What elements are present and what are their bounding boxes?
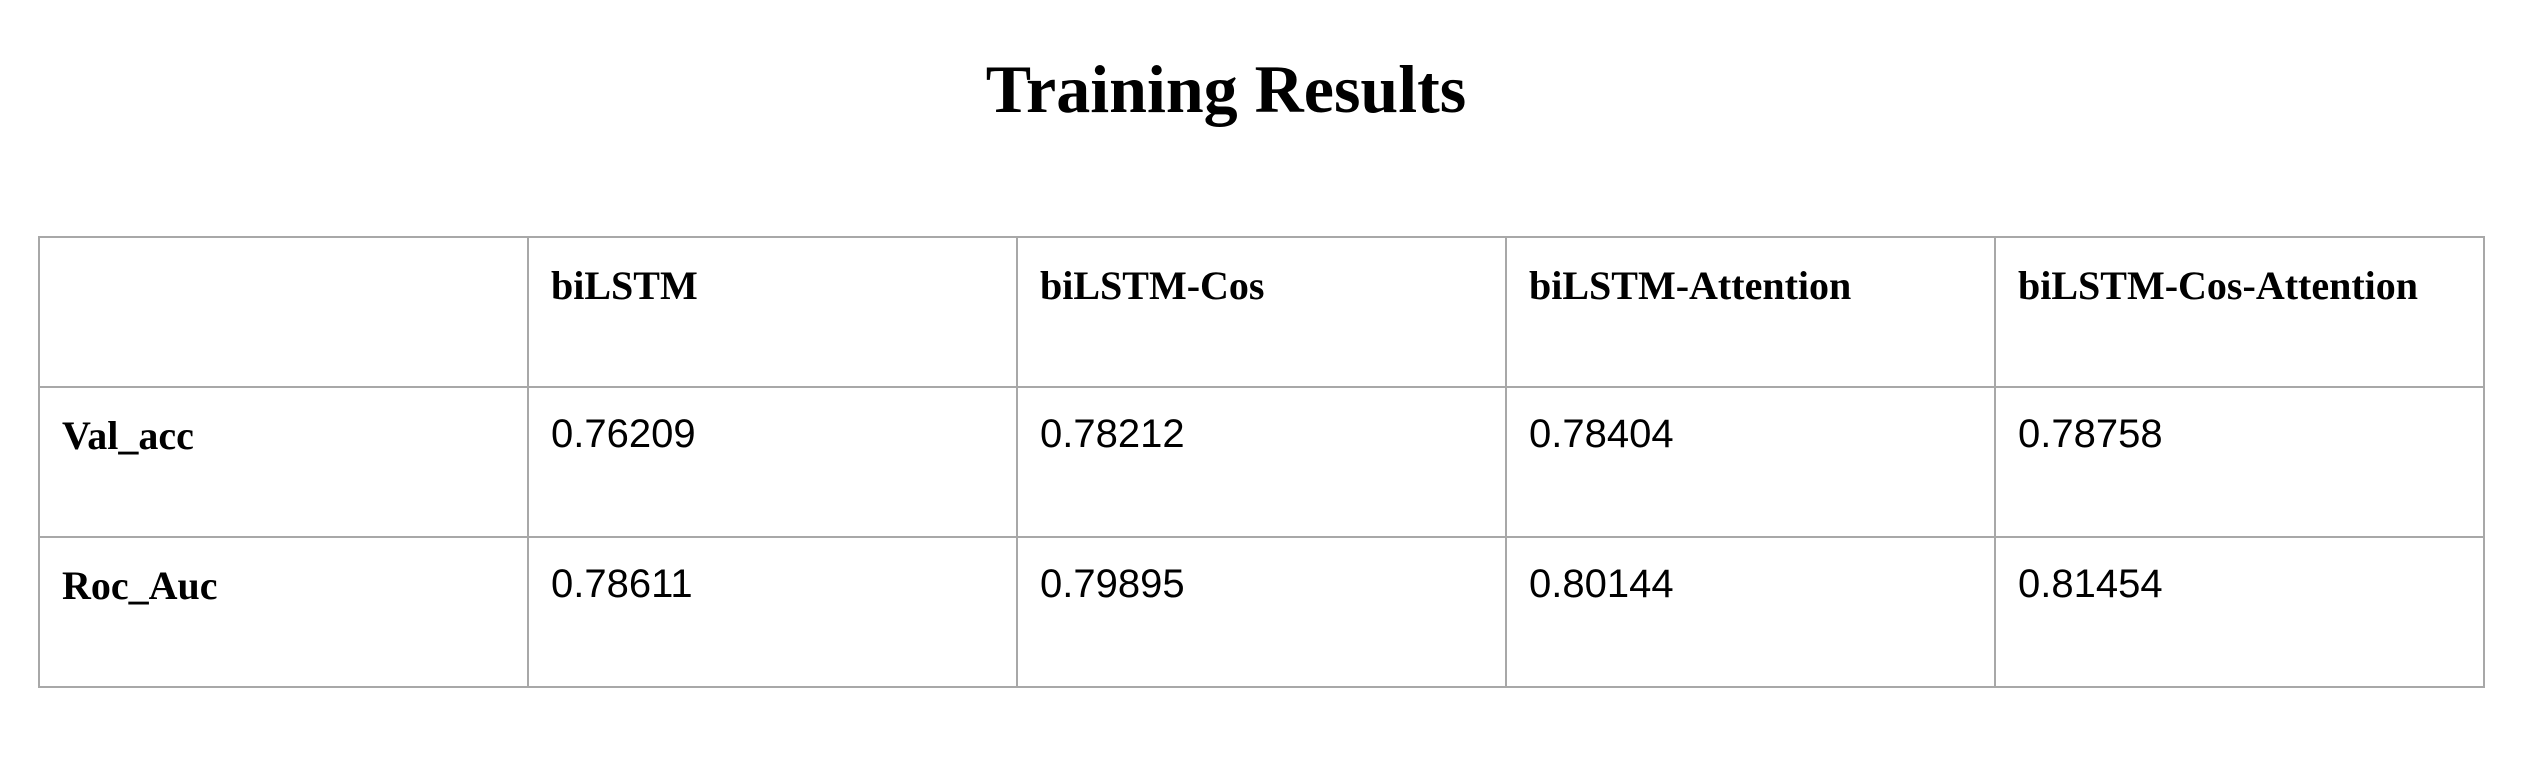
results-table: biLSTM biLSTM-Cos biLSTM-Attention biLST…	[38, 236, 2485, 688]
page-title: Training Results	[985, 51, 1467, 127]
table-row: Roc_Auc 0.78611 0.79895 0.80144 0.81454	[38, 536, 2485, 688]
table-corner-cell	[38, 236, 529, 388]
column-header: biLSTM-Cos-Attention	[1994, 236, 2485, 388]
table-cell: 0.78212	[1016, 386, 1507, 538]
table-cell: 0.76209	[527, 386, 1018, 538]
row-label: Val_acc	[38, 386, 529, 538]
table-cell: 0.78611	[527, 536, 1018, 688]
table-cell: 0.78758	[1994, 386, 2485, 538]
column-header: biLSTM	[527, 236, 1018, 388]
column-header: biLSTM-Cos	[1016, 236, 1507, 388]
row-label: Roc_Auc	[38, 536, 529, 688]
table-cell: 0.78404	[1505, 386, 1996, 538]
table-header-row: biLSTM biLSTM-Cos biLSTM-Attention biLST…	[38, 236, 2485, 388]
table-cell: 0.81454	[1994, 536, 2485, 688]
table-cell: 0.79895	[1016, 536, 1507, 688]
table-row: Val_acc 0.76209 0.78212 0.78404 0.78758	[38, 386, 2485, 538]
column-header: biLSTM-Attention	[1505, 236, 1996, 388]
table-cell: 0.80144	[1505, 536, 1996, 688]
